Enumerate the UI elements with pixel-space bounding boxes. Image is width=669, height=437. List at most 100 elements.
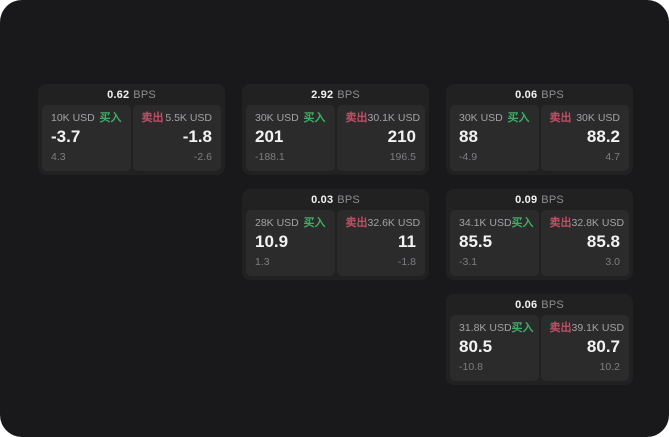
- buy-sub-value: -10.8: [459, 361, 483, 374]
- sell-label: 卖出: [549, 112, 572, 124]
- sell-panel-top: 卖出 30K USD: [550, 112, 621, 125]
- quotes-grid: 0.62 BPS 10K USD 买入 -3.7 4.3 卖出 5.5K USD…: [38, 84, 633, 385]
- buy-price: 201: [255, 127, 284, 147]
- sell-panel-top: 卖出 32.8K USD: [549, 217, 625, 230]
- sell-quote-panel[interactable]: 卖出 30K USD 88.2 4.7: [540, 105, 629, 171]
- quote-card-header: 0.09 BPS: [446, 189, 633, 210]
- sell-quote-panel[interactable]: 卖出 32.6K USD 11 -1.8: [336, 210, 425, 276]
- quote-card-body: 31.8K USD 买入 80.5 -10.8 卖出 39.1K USD 80.…: [446, 315, 633, 385]
- buy-sub-value: -3.1: [459, 256, 478, 269]
- buy-label: 买入: [303, 112, 326, 124]
- buy-amount: 30K USD: [459, 112, 503, 125]
- buy-price: 85.5: [459, 232, 493, 252]
- quote-card: 0.62 BPS 10K USD 买入 -3.7 4.3 卖出 5.5K USD…: [38, 84, 225, 175]
- sell-sub-value: 10.2: [599, 361, 620, 374]
- sell-quote-panel[interactable]: 卖出 5.5K USD -1.8 -2.6: [132, 105, 221, 171]
- quote-card-body: 28K USD 买入 10.9 1.3 卖出 32.6K USD 11 -1.8: [242, 210, 429, 280]
- sell-price: 88.2: [586, 127, 620, 147]
- buy-label: 买入: [507, 112, 530, 124]
- sell-sub-value: -1.8: [397, 256, 416, 269]
- bps-unit-label: BPS: [541, 193, 564, 206]
- buy-panel-top: 31.8K USD 买入: [459, 322, 534, 335]
- buy-sub-value: 4.3: [51, 151, 66, 164]
- buy-label: 买入: [511, 322, 534, 334]
- sell-amount: 32.6K USD: [367, 217, 421, 230]
- sell-panel-top: 卖出 32.6K USD: [345, 217, 421, 230]
- sell-amount: 32.8K USD: [571, 217, 625, 230]
- sell-label: 卖出: [345, 112, 368, 124]
- quote-card-header: 0.06 BPS: [446, 294, 633, 315]
- bps-value: 0.03: [311, 193, 334, 206]
- buy-sub-value: 1.3: [255, 256, 270, 269]
- quote-card-body: 34.1K USD 买入 85.5 -3.1 卖出 32.8K USD 85.8…: [446, 210, 633, 280]
- sell-price: 85.8: [586, 232, 620, 252]
- buy-price: 10.9: [255, 232, 289, 252]
- buy-amount: 34.1K USD: [459, 217, 512, 230]
- buy-panel-top: 10K USD 买入: [51, 112, 122, 125]
- sell-sub-value: 4.7: [605, 151, 620, 164]
- quote-card: 2.92 BPS 30K USD 买入 201 -188.1 卖出 30.1K …: [242, 84, 429, 175]
- sell-price: 210: [387, 127, 416, 147]
- buy-panel-top: 30K USD 买入: [459, 112, 530, 125]
- sell-label: 卖出: [345, 217, 368, 229]
- quote-card-body: 30K USD 买入 88 -4.9 卖出 30K USD 88.2 4.7: [446, 105, 633, 175]
- quote-card: 0.09 BPS 34.1K USD 买入 85.5 -3.1 卖出 32.8K…: [446, 189, 633, 280]
- sell-label: 卖出: [141, 112, 164, 124]
- buy-amount: 28K USD: [255, 217, 299, 230]
- sell-sub-value: 3.0: [605, 256, 620, 269]
- sell-amount: 39.1K USD: [571, 322, 625, 335]
- bps-value: 0.62: [107, 88, 130, 101]
- buy-price: 80.5: [459, 337, 493, 357]
- buy-panel-top: 30K USD 买入: [255, 112, 326, 125]
- bps-unit-label: BPS: [337, 88, 360, 101]
- sell-quote-panel[interactable]: 卖出 30.1K USD 210 196.5: [336, 105, 425, 171]
- sell-price: 80.7: [586, 337, 620, 357]
- sell-label: 卖出: [549, 217, 572, 229]
- bps-value: 0.06: [515, 88, 538, 101]
- buy-label: 买入: [99, 112, 122, 124]
- quote-card: 0.06 BPS 31.8K USD 买入 80.5 -10.8 卖出 39.1…: [446, 294, 633, 385]
- buy-quote-panel[interactable]: 30K USD 买入 201 -188.1: [246, 105, 335, 171]
- sell-price: 11: [398, 232, 416, 252]
- sell-amount: 5.5K USD: [165, 112, 212, 125]
- buy-quote-panel[interactable]: 34.1K USD 买入 85.5 -3.1: [450, 210, 539, 276]
- buy-price: 88: [459, 127, 478, 147]
- buy-amount: 30K USD: [255, 112, 299, 125]
- buy-panel-top: 34.1K USD 买入: [459, 217, 534, 230]
- sell-sub-value: -2.6: [193, 151, 212, 164]
- buy-amount: 10K USD: [51, 112, 95, 125]
- sell-label: 卖出: [549, 322, 572, 334]
- quote-card-body: 30K USD 买入 201 -188.1 卖出 30.1K USD 210 1…: [242, 105, 429, 175]
- bps-unit-label: BPS: [541, 298, 564, 311]
- buy-quote-panel[interactable]: 10K USD 买入 -3.7 4.3: [42, 105, 131, 171]
- quote-card: 0.06 BPS 30K USD 买入 88 -4.9 卖出 30K USD 8…: [446, 84, 633, 175]
- quote-card-header: 0.06 BPS: [446, 84, 633, 105]
- sell-amount: 30K USD: [576, 112, 620, 125]
- sell-sub-value: 196.5: [389, 151, 416, 164]
- buy-sub-value: -188.1: [255, 151, 285, 164]
- sell-amount: 30.1K USD: [367, 112, 421, 125]
- sell-panel-top: 卖出 5.5K USD: [142, 112, 213, 125]
- quote-card: 0.03 BPS 28K USD 买入 10.9 1.3 卖出 32.6K US…: [242, 189, 429, 280]
- buy-panel-top: 28K USD 买入: [255, 217, 326, 230]
- bps-value: 0.06: [515, 298, 538, 311]
- buy-label: 买入: [511, 217, 534, 229]
- buy-price: -3.7: [51, 127, 81, 147]
- buy-quote-panel[interactable]: 28K USD 买入 10.9 1.3: [246, 210, 335, 276]
- bps-value: 2.92: [311, 88, 334, 101]
- sell-panel-top: 卖出 30.1K USD: [345, 112, 421, 125]
- sell-quote-panel[interactable]: 卖出 39.1K USD 80.7 10.2: [540, 315, 629, 381]
- sell-price: -1.8: [182, 127, 212, 147]
- bps-value: 0.09: [515, 193, 538, 206]
- quote-card-body: 10K USD 买入 -3.7 4.3 卖出 5.5K USD -1.8 -2.…: [38, 105, 225, 175]
- buy-quote-panel[interactable]: 30K USD 买入 88 -4.9: [450, 105, 539, 171]
- bps-unit-label: BPS: [541, 88, 564, 101]
- buy-quote-panel[interactable]: 31.8K USD 买入 80.5 -10.8: [450, 315, 539, 381]
- sell-quote-panel[interactable]: 卖出 32.8K USD 85.8 3.0: [540, 210, 629, 276]
- quote-card-header: 2.92 BPS: [242, 84, 429, 105]
- bps-unit-label: BPS: [337, 193, 360, 206]
- sell-panel-top: 卖出 39.1K USD: [549, 322, 625, 335]
- bps-unit-label: BPS: [133, 88, 156, 101]
- buy-amount: 31.8K USD: [459, 322, 512, 335]
